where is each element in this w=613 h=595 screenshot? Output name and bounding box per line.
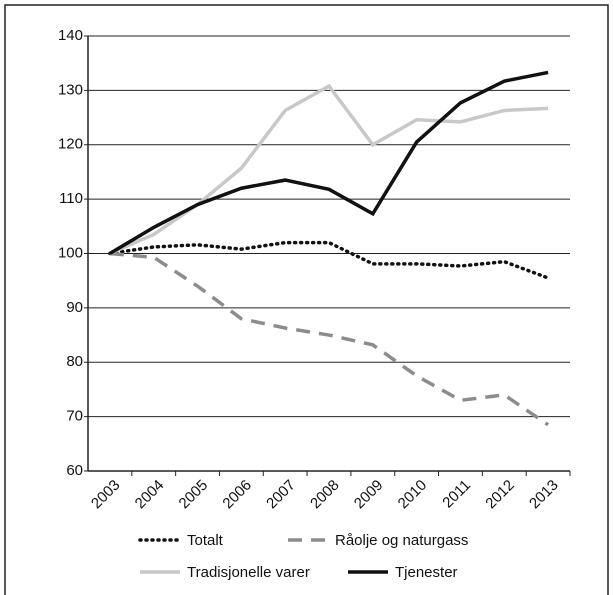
line-series xyxy=(109,70,549,256)
legend-label: Tjenester xyxy=(395,564,458,581)
x-tick-label: 2004 xyxy=(132,477,168,513)
y-tick-label: 110 xyxy=(59,190,83,207)
legend-label: Råolje og naturgass xyxy=(335,532,468,549)
x-tick-label: 2003 xyxy=(88,477,124,513)
y-tick-label: 90 xyxy=(66,299,83,316)
y-tick-label: 70 xyxy=(66,408,83,425)
x-tick-label: 2009 xyxy=(351,477,387,513)
x-tick-label: 2007 xyxy=(263,477,299,513)
x-tick-label: 2006 xyxy=(219,477,255,513)
x-tick-label: 2012 xyxy=(482,477,518,513)
frame xyxy=(4,4,609,595)
y-tick-label: 130 xyxy=(58,81,83,98)
x-tick-label: 2005 xyxy=(176,477,212,513)
legend-label: Tradisjonelle varer xyxy=(187,564,310,581)
y-tick-label: 140 xyxy=(58,27,83,44)
line-series xyxy=(109,83,549,256)
y-tick-label: 120 xyxy=(58,136,83,153)
x-tick-label: 2010 xyxy=(395,477,431,513)
legend-label: Totalt xyxy=(187,532,224,549)
x-tick-label: 2008 xyxy=(307,477,343,513)
y-tick-label: 60 xyxy=(66,462,83,479)
line-series xyxy=(108,240,550,280)
line-series xyxy=(109,251,550,427)
x-tick-label: 2013 xyxy=(526,477,562,513)
y-tick-label: 100 xyxy=(58,244,83,261)
x-tick-label: 2011 xyxy=(439,477,474,512)
y-tick-label: 80 xyxy=(66,353,83,370)
